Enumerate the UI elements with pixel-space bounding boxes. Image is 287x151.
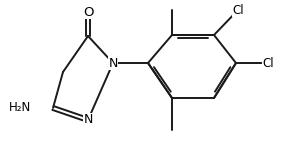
Text: Cl: Cl [262, 56, 274, 69]
Text: O: O [83, 6, 93, 19]
Text: N: N [108, 56, 118, 69]
Text: N: N [83, 114, 93, 127]
Text: H₂N: H₂N [9, 101, 31, 114]
Text: Cl: Cl [232, 3, 244, 16]
